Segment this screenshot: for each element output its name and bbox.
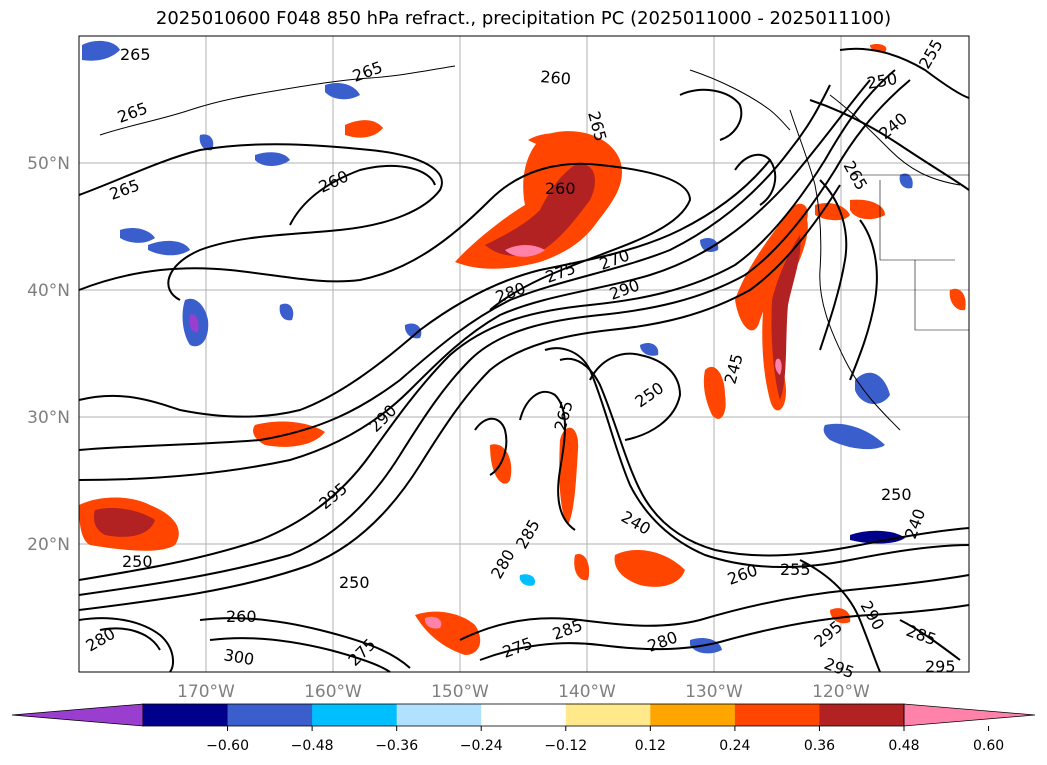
colorbar: −0.60 −0.48 −0.36 −0.24 −0.12 0.12 0.24 0.36 0.4… bbox=[11, 703, 1036, 754]
lat-label-40n: 40°N bbox=[27, 281, 70, 301]
lon-label-130w: 130°W bbox=[685, 682, 743, 702]
colorbar-segment bbox=[481, 704, 567, 726]
colorbar-tick-label: 0.36 bbox=[804, 738, 835, 754]
contour-label: 250 bbox=[122, 552, 153, 571]
colorbar-tick-label: 0.48 bbox=[888, 738, 919, 754]
contour-label: 250 bbox=[881, 485, 912, 504]
colorbar-segment bbox=[312, 704, 398, 726]
map-frame bbox=[78, 35, 970, 673]
lon-label-160w: 160°W bbox=[304, 682, 362, 702]
colorbar-segment bbox=[396, 704, 482, 726]
contour-label: 295 bbox=[925, 657, 956, 676]
colorbar-segment bbox=[143, 704, 229, 726]
colorbar-tick-label: 0.12 bbox=[635, 738, 666, 754]
refractivity-contours bbox=[78, 47, 970, 673]
colorbar-extend-high bbox=[903, 703, 1036, 727]
colorbar-segment bbox=[734, 704, 820, 726]
colorbar-tick-label: 0.24 bbox=[719, 738, 750, 754]
map-title: 2025010600 F048 850 hPa refract., precip… bbox=[155, 8, 892, 29]
lon-label-120w: 120°W bbox=[812, 682, 870, 702]
lon-label-150w: 150°W bbox=[431, 682, 489, 702]
contour-label: 255 bbox=[780, 560, 811, 579]
longitude-labels: 170°W 160°W 150°W 140°W 130°W 120°W bbox=[177, 682, 870, 702]
colorbar-segment bbox=[227, 704, 313, 726]
colorbar-tick-label: −0.24 bbox=[460, 738, 503, 754]
lon-label-140w: 140°W bbox=[558, 682, 616, 702]
lat-label-30n: 30°N bbox=[27, 408, 70, 428]
colorbar-tick-label: −0.36 bbox=[375, 738, 418, 754]
contour-label: 260 bbox=[226, 607, 257, 626]
contour-label: 260 bbox=[540, 67, 572, 89]
lat-label-20n: 20°N bbox=[27, 535, 70, 555]
colorbar-tick-label: 0.60 bbox=[973, 738, 1004, 754]
contour-label: 260 bbox=[545, 179, 576, 198]
coastlines bbox=[99, 65, 961, 431]
colorbar-tick-label: −0.60 bbox=[206, 738, 249, 754]
contour-label: 265 bbox=[120, 45, 151, 64]
precip-anomaly-fill bbox=[79, 40, 966, 655]
colorbar-tick-label: −0.48 bbox=[291, 738, 334, 754]
colorbar-segment bbox=[650, 704, 736, 726]
contour-label: 250 bbox=[339, 573, 370, 592]
colorbar-outline bbox=[142, 703, 905, 727]
colorbar-segment bbox=[819, 704, 905, 726]
colorbar-extend-low bbox=[11, 703, 144, 727]
colorbar-tick-label: −0.12 bbox=[544, 738, 587, 754]
political-borders bbox=[850, 174, 969, 331]
colorbar-segment bbox=[565, 704, 651, 726]
lat-label-50n: 50°N bbox=[27, 154, 70, 174]
latitude-labels: 50°N 40°N 30°N 20°N bbox=[27, 154, 70, 555]
lon-label-170w: 170°W bbox=[177, 682, 235, 702]
